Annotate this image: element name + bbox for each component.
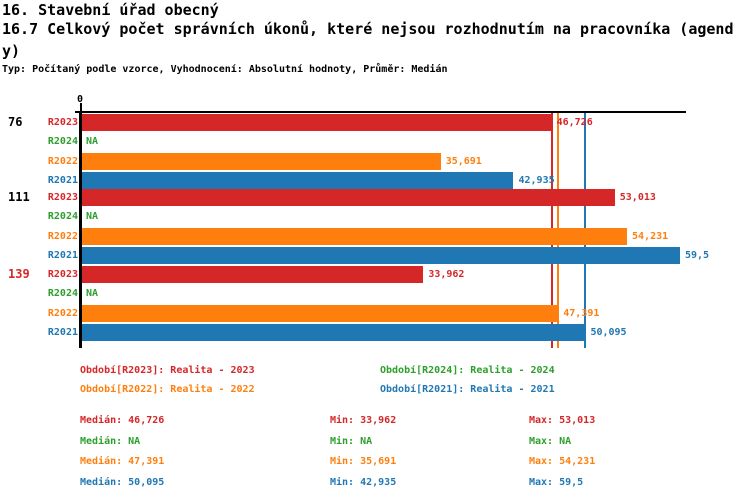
group-label: 139	[8, 267, 30, 281]
year-label-R2022: R2022	[47, 230, 78, 242]
bar-value-label: 50,095	[590, 326, 627, 338]
bar-value-label: 54,231	[632, 230, 669, 242]
bar-R2021	[82, 323, 586, 341]
bar-R2022	[82, 304, 559, 322]
legend-item: Období[R2023]: Realita - 2023	[80, 365, 255, 376]
stat-min-R2021: Min: 42,935	[330, 476, 397, 488]
legend-item: Období[R2022]: Realita - 2022	[80, 384, 255, 395]
bar-R2021	[82, 246, 680, 264]
bar-R2021	[82, 171, 514, 189]
bar-R2023	[82, 189, 615, 206]
year-label-R2023: R2023	[47, 269, 78, 280]
y-axis-line	[79, 111, 82, 348]
legend-item: Období[R2024]: Realita - 2024	[380, 365, 555, 376]
bar-na-label: NA	[86, 288, 99, 300]
stat-max-R2024: Max: NA	[529, 435, 572, 447]
year-label-R2023: R2023	[47, 192, 78, 203]
chart-meta-line: Typ: Počítaný podle vzorce, Vyhodnocení:…	[2, 64, 448, 75]
stat-min-R2022: Min: 35,691	[330, 456, 397, 468]
stat-max-R2023: Max: 53,013	[529, 415, 596, 426]
bar-value-label: 33,962	[428, 269, 465, 280]
bar-R2022	[82, 152, 441, 170]
x-axis-zero-label: 0	[77, 94, 84, 105]
year-label-R2021: R2021	[47, 326, 78, 338]
bar-na-label: NA	[86, 136, 99, 148]
year-label-R2021: R2021	[47, 174, 78, 186]
year-label-R2024: R2024	[47, 211, 78, 223]
year-label-R2024: R2024	[47, 136, 78, 148]
bar-R2022	[82, 227, 628, 245]
year-label-R2021: R2021	[47, 249, 78, 261]
stat-median-R2022: Medián: 47,391	[80, 456, 165, 468]
group-label: 76	[8, 115, 23, 129]
x-axis-tick	[80, 103, 82, 111]
bar-value-label: 59,5	[684, 249, 710, 261]
bar-value-label: 53,013	[619, 192, 656, 203]
stat-min-R2023: Min: 33,962	[330, 415, 397, 426]
year-label-R2023: R2023	[47, 117, 78, 128]
group-label: 111	[8, 190, 30, 204]
stat-max-R2021: Max: 59,5	[529, 476, 584, 488]
stat-min-R2024: Min: NA	[330, 435, 373, 447]
bar-value-label: 46,726	[556, 117, 593, 128]
stat-median-R2021: Medián: 50,095	[80, 476, 165, 488]
x-axis-line	[75, 111, 686, 113]
bar-value-label: 35,691	[445, 155, 482, 167]
year-label-R2024: R2024	[47, 288, 78, 300]
bar-value-label: 42,935	[518, 174, 555, 186]
stat-median-R2023: Medián: 46,726	[80, 415, 165, 426]
bar-chart-area: 0 76 R2023 46,726 R2024 NA R2022 35,691 R2021 42,…	[8, 94, 710, 348]
stat-median-R2024: Medián: NA	[80, 435, 141, 447]
bar-value-label: 47,391	[563, 307, 600, 319]
bar-na-label: NA	[86, 211, 99, 223]
year-label-R2022: R2022	[47, 155, 78, 167]
stat-max-R2022: Max: 54,231	[529, 456, 596, 468]
bar-R2023	[82, 266, 424, 283]
bar-R2023	[82, 114, 552, 131]
page-subtitle-line1: 16.7 Celkový počet správních úkonů, kter…	[2, 20, 734, 38]
legend-item: Období[R2021]: Realita - 2021	[380, 384, 555, 395]
page-title: 16. Stavební úřad obecný	[2, 1, 219, 19]
year-label-R2022: R2022	[47, 307, 78, 319]
page-subtitle-line2: y)	[2, 42, 21, 60]
